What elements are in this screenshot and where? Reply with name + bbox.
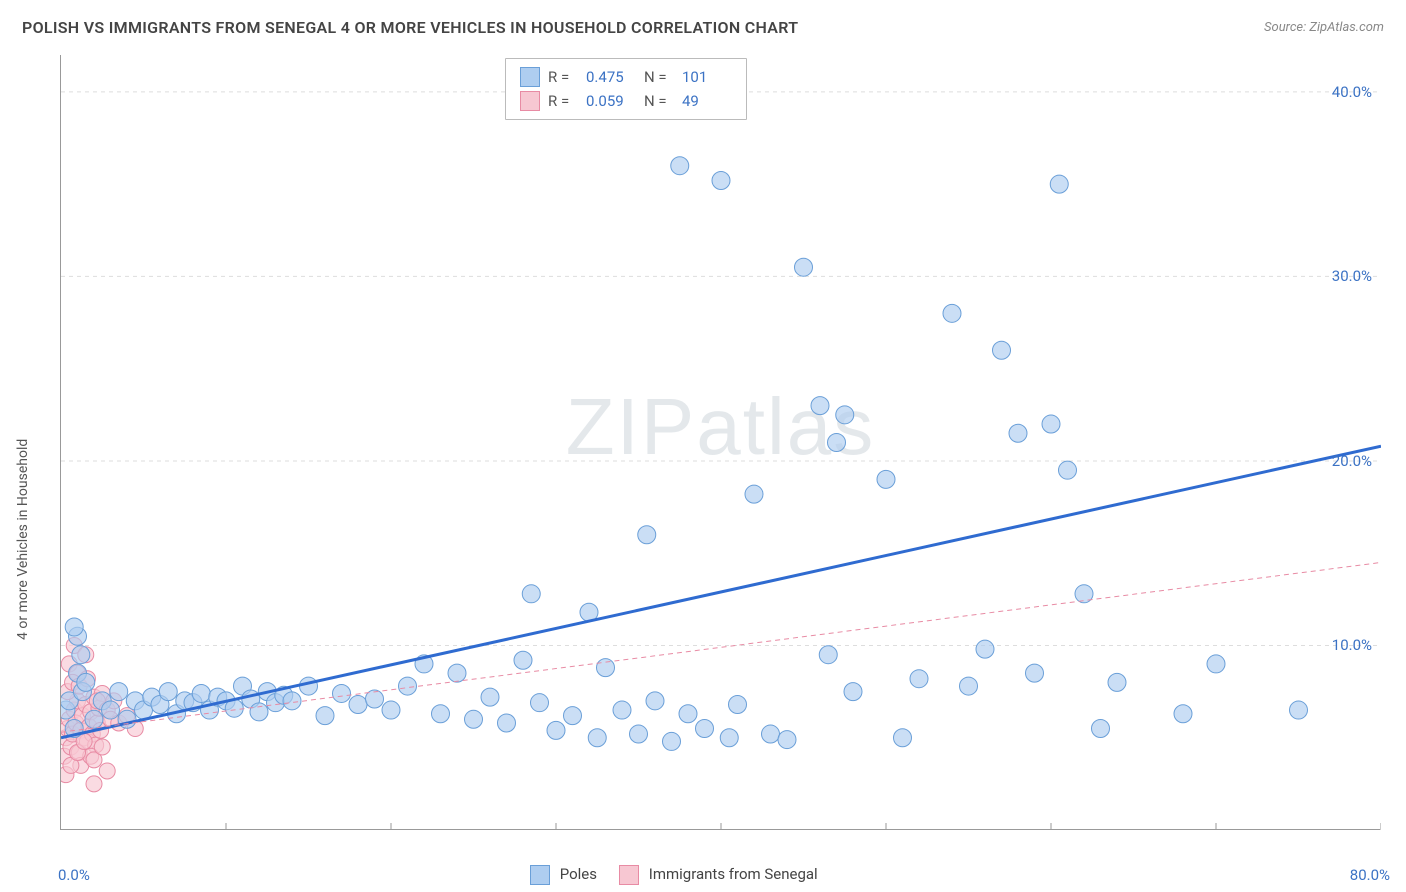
x-axis-max-label: 80.0% [1350, 866, 1390, 884]
series-legend: Poles Immigrants from Senegal [530, 865, 818, 885]
r-value-senegal: 0.059 [586, 89, 636, 113]
x-axis-min-label: 0.0% [58, 866, 90, 884]
swatch-poles [520, 67, 540, 87]
correlation-legend: R = 0.475 N = 101 R = 0.059 N = 49 [505, 58, 747, 120]
legend-label-poles: Poles [560, 865, 597, 883]
y-tick-label: 20.0% [1332, 452, 1372, 470]
y-tick-label: 30.0% [1332, 267, 1372, 285]
legend-label-senegal: Immigrants from Senegal [649, 865, 818, 883]
n-label: N = [644, 65, 674, 89]
chart-source: Source: ZipAtlas.com [1264, 20, 1384, 35]
y-tick-label: 10.0% [1332, 636, 1372, 654]
plot-area: ZIPatlas [60, 55, 1380, 830]
swatch-poles-icon [530, 865, 550, 885]
y-tick-label: 40.0% [1332, 83, 1372, 101]
chart-header: POLISH VS IMMIGRANTS FROM SENEGAL 4 OR M… [0, 0, 1406, 45]
r-label: R = [548, 65, 578, 89]
r-label: R = [548, 89, 578, 113]
n-value-poles: 101 [682, 65, 732, 89]
scatter-svg [61, 55, 1381, 830]
legend-row-poles: R = 0.475 N = 101 [520, 65, 732, 89]
chart-container: ZIPatlas R = 0.475 N = 101 R = 0.059 N =… [60, 55, 1380, 830]
y-axis-label: 4 or more Vehicles in Household [15, 439, 31, 640]
legend-item-poles: Poles [530, 865, 597, 885]
n-value-senegal: 49 [682, 89, 732, 113]
legend-item-senegal: Immigrants from Senegal [619, 865, 818, 885]
swatch-senegal-icon [619, 865, 639, 885]
n-label: N = [644, 89, 674, 113]
chart-title: POLISH VS IMMIGRANTS FROM SENEGAL 4 OR M… [22, 18, 798, 37]
legend-row-senegal: R = 0.059 N = 49 [520, 89, 732, 113]
r-value-poles: 0.475 [586, 65, 636, 89]
swatch-senegal [520, 91, 540, 111]
